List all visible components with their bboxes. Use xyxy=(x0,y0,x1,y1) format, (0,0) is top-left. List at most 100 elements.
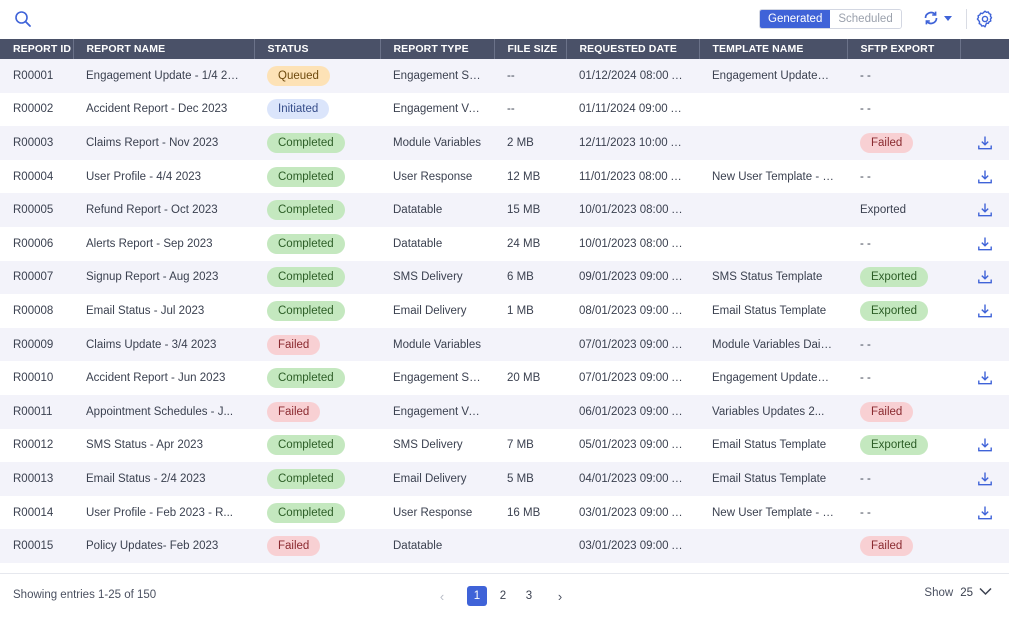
page-button[interactable]: 1 xyxy=(467,586,487,606)
scheduled-tab[interactable]: Scheduled xyxy=(830,10,901,28)
actions-cell xyxy=(960,394,1009,429)
requested-date: 07/01/2023 09:00 AM xyxy=(566,361,699,395)
status-cell: Completed xyxy=(254,495,380,530)
report-type: Email Delivery xyxy=(380,294,494,328)
table-row[interactable]: R00012 SMS Status - Apr 2023 Completed SMS … xyxy=(0,428,1009,463)
status-badge: Completed xyxy=(267,468,345,489)
column-header[interactable] xyxy=(960,39,1009,59)
status-badge: Failed xyxy=(267,536,321,557)
status-badge: Completed xyxy=(267,233,345,254)
status-cell: Completed xyxy=(254,159,380,194)
report-name: Claims Report - Nov 2023 xyxy=(73,126,254,160)
column-header[interactable]: REPORT TYPE xyxy=(380,39,495,59)
sftp-export-cell: Exported xyxy=(847,428,960,463)
status-badge: Failed xyxy=(267,334,321,355)
chevron-right-icon[interactable]: › xyxy=(557,588,563,604)
download-icon[interactable] xyxy=(977,303,993,319)
column-header[interactable]: REPORT NAME xyxy=(73,39,255,59)
gear-icon[interactable] xyxy=(975,9,995,29)
status-badge: Initiated xyxy=(267,99,330,120)
file-size xyxy=(494,327,566,362)
template-name xyxy=(699,92,847,127)
table-row[interactable]: R00005 Refund Report - Oct 2023 Completed D… xyxy=(0,193,1009,227)
report-name: SMS Status - Apr 2023 xyxy=(73,428,254,463)
report-id: R00004 xyxy=(0,159,73,194)
table-row[interactable]: R00004 User Profile - 4/4 2023 Completed Us… xyxy=(0,159,1009,194)
status-cell: Failed xyxy=(254,327,380,362)
status-cell: Completed xyxy=(254,462,380,496)
file-size xyxy=(494,394,566,429)
download-icon[interactable] xyxy=(977,505,993,521)
actions-cell xyxy=(960,260,1009,295)
actions-cell xyxy=(960,59,1009,93)
actions-cell xyxy=(960,92,1009,127)
generated-tab[interactable]: Generated xyxy=(760,10,831,28)
report-type: User Response xyxy=(380,495,494,530)
table-row[interactable]: R00001 Engagement Update - 1/4 20... Queue… xyxy=(0,59,1009,93)
table-row[interactable]: R00010 Accident Report - Jun 2023 Complete… xyxy=(0,361,1009,395)
requested-date: 04/01/2023 09:00 AM xyxy=(566,462,699,496)
report-name: Email Status - Jul 2023 xyxy=(73,294,254,328)
sftp-export-cell: Exported xyxy=(847,260,960,295)
table-row[interactable]: R00002 Accident Report - Dec 2023 Initiate… xyxy=(0,92,1009,127)
download-icon[interactable] xyxy=(977,437,993,453)
report-id: R00013 xyxy=(0,462,73,496)
template-name: New User Template - J... xyxy=(699,495,847,530)
download-icon[interactable] xyxy=(977,370,993,386)
column-header[interactable]: TEMPLATE NAME xyxy=(699,39,848,59)
table-row[interactable]: R00003 Claims Report - Nov 2023 Completed M… xyxy=(0,126,1009,160)
status-cell: Failed xyxy=(254,529,380,563)
table-row[interactable]: R00014 User Profile - Feb 2023 - R... Comp… xyxy=(0,495,1009,530)
sftp-export-cell: - - xyxy=(847,59,960,93)
requested-date: 03/01/2023 09:00 AM xyxy=(566,495,699,530)
requested-date: 06/01/2023 09:00 AM xyxy=(566,394,699,429)
page-button[interactable]: 3 xyxy=(525,590,533,602)
column-header[interactable]: FILE SIZE xyxy=(494,39,567,59)
table-row[interactable]: R00015 Policy Updates- Feb 2023 Failed Data… xyxy=(0,529,1009,563)
report-id: R00009 xyxy=(0,327,73,362)
report-name: Claims Update - 3/4 2023 xyxy=(73,327,254,362)
column-header[interactable]: SFTP EXPORT xyxy=(847,39,961,59)
table-row[interactable]: R00011 Appointment Schedules - J... Failed… xyxy=(0,394,1009,429)
page-button[interactable]: 2 xyxy=(499,590,507,602)
template-name xyxy=(699,126,847,160)
column-header[interactable]: STATUS xyxy=(254,39,381,59)
status-badge: Completed xyxy=(267,166,345,187)
download-icon[interactable] xyxy=(977,236,993,252)
actions-cell xyxy=(960,327,1009,362)
file-size: 1 MB xyxy=(494,294,566,328)
chevron-down-icon[interactable] xyxy=(979,587,992,599)
status-badge: Queued xyxy=(267,65,330,86)
download-icon[interactable] xyxy=(977,169,993,185)
table-row[interactable]: R00006 Alerts Report - Sep 2023 Completed D… xyxy=(0,226,1009,261)
actions-cell xyxy=(960,361,1009,395)
file-size: -- xyxy=(494,92,566,127)
table-header: REPORT ID REPORT NAME STATUS REPORT TYPE FIL… xyxy=(0,39,1009,59)
search-icon[interactable] xyxy=(13,9,33,29)
actions-cell xyxy=(960,529,1009,563)
refresh-button[interactable] xyxy=(922,9,958,29)
report-type: Engagement Vari... xyxy=(380,92,494,127)
table-row[interactable]: R00007 Signup Report - Aug 2023 Completed S… xyxy=(0,260,1009,295)
table-row[interactable]: R00013 Email Status - 2/4 2023 Completed Em… xyxy=(0,462,1009,496)
download-icon[interactable] xyxy=(977,135,993,151)
refresh-icon xyxy=(922,9,940,30)
file-size: 7 MB xyxy=(494,428,566,463)
download-icon[interactable] xyxy=(977,471,993,487)
chevron-left-icon[interactable]: ‹ xyxy=(439,588,445,604)
page-size-value[interactable]: 25 xyxy=(960,587,973,599)
table-row[interactable]: R00009 Claims Update - 3/4 2023 Failed Modu… xyxy=(0,327,1009,362)
template-name xyxy=(699,226,847,261)
report-name: Accident Report - Jun 2023 xyxy=(73,361,254,395)
download-icon[interactable] xyxy=(977,202,993,218)
report-type: Engagement Sta... xyxy=(380,361,494,395)
column-header[interactable]: REQUESTED DATE xyxy=(566,39,700,59)
report-id: R00008 xyxy=(0,294,73,328)
report-type: SMS Delivery xyxy=(380,428,494,463)
download-icon[interactable] xyxy=(977,269,993,285)
toolbar-divider xyxy=(966,9,967,29)
column-header[interactable]: REPORT ID xyxy=(0,39,74,59)
page-size-selector: Show 25 xyxy=(924,587,992,599)
table-row[interactable]: R00008 Email Status - Jul 2023 Completed Em… xyxy=(0,294,1009,328)
